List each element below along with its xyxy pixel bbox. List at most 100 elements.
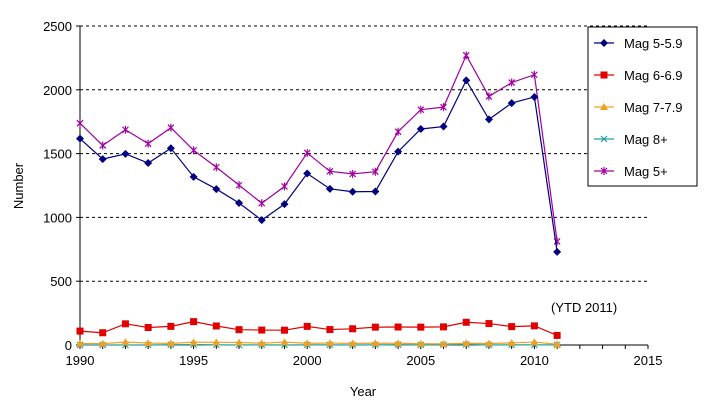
grid-lines — [80, 25, 648, 282]
x-axis-title: Year — [350, 384, 377, 399]
data-point — [235, 181, 243, 190]
data-point — [167, 123, 175, 132]
data-point — [507, 338, 516, 346]
data-point — [76, 327, 84, 335]
data-point — [348, 187, 357, 196]
data-point — [166, 339, 175, 347]
legend-item: Mag 5-5.9 — [594, 36, 683, 51]
data-point — [76, 119, 84, 128]
legend-label: Mag 5-5.9 — [624, 36, 683, 51]
data-point — [99, 329, 107, 337]
data-point — [485, 92, 493, 101]
data-point — [280, 338, 289, 346]
data-point — [257, 216, 266, 225]
data-point — [235, 198, 244, 207]
legend-label: Mag 7-7.9 — [624, 100, 683, 115]
data-point — [303, 339, 312, 347]
data-point — [484, 339, 493, 347]
x-tick-label: 2010 — [520, 353, 549, 368]
data-point — [325, 339, 334, 347]
data-point — [417, 323, 425, 331]
data-point — [326, 167, 334, 176]
data-point — [508, 78, 516, 87]
data-point — [303, 148, 311, 157]
data-point — [121, 338, 130, 346]
legend-label: Mag 8+ — [624, 132, 668, 147]
data-point — [303, 169, 312, 178]
data-point — [280, 200, 289, 209]
legend-marker — [600, 167, 608, 175]
data-point — [485, 320, 493, 328]
data-point — [394, 339, 403, 347]
data-point — [462, 76, 471, 85]
y-axis-title: Number — [11, 162, 26, 209]
data-point — [484, 115, 493, 124]
data-point — [76, 339, 84, 347]
series-line — [79, 79, 558, 252]
data-point — [258, 326, 266, 334]
data-point — [144, 324, 152, 332]
data-point — [348, 339, 357, 347]
data-point — [99, 141, 107, 150]
data-point — [416, 339, 425, 347]
tick-labels: 0 500 1000 1500 2000 2500 1990 1995 2000 2005 2010… — [43, 19, 662, 368]
data-point — [530, 338, 539, 346]
data-point — [371, 339, 380, 347]
legend-marker — [600, 71, 608, 79]
series-mag-5 — [76, 51, 561, 246]
data-point — [98, 155, 107, 164]
data-point — [235, 326, 243, 334]
data-point — [212, 338, 221, 346]
legend-item: Mag 6-6.9 — [594, 68, 683, 83]
y-tick-label: 500 — [50, 274, 72, 289]
data-point — [235, 338, 244, 346]
x-tick-label: 2015 — [634, 353, 663, 368]
data-point — [325, 184, 334, 193]
data-point — [190, 318, 198, 326]
series-line — [79, 53, 558, 242]
data-point — [121, 320, 129, 328]
y-tick-label: 1500 — [43, 147, 72, 162]
data-point — [303, 322, 311, 330]
data-point — [281, 182, 288, 191]
data-point — [394, 323, 402, 331]
data-point — [326, 326, 334, 334]
data-point — [394, 147, 403, 156]
data-point — [507, 99, 516, 108]
y-tick-label: 2500 — [43, 19, 72, 34]
legend-marker — [600, 39, 608, 47]
x-tick-label: 2000 — [293, 353, 322, 368]
data-point — [190, 146, 198, 155]
data-point — [417, 105, 425, 114]
data-point — [98, 339, 107, 347]
data-point — [144, 139, 152, 148]
data-point — [122, 125, 129, 134]
data-point — [530, 322, 538, 330]
data-point — [280, 326, 288, 334]
series-line — [79, 321, 558, 336]
legend-marker — [600, 103, 608, 110]
data-point — [76, 134, 84, 143]
data-point — [440, 103, 447, 112]
legend-item: Mag 5+ — [594, 164, 668, 179]
data-point — [212, 322, 220, 330]
y-tick-label: 0 — [65, 338, 72, 353]
data-point — [121, 149, 130, 158]
x-tick-label: 1995 — [179, 353, 208, 368]
data-point — [258, 199, 266, 208]
ytd-annotation: (YTD 2011) — [551, 300, 617, 315]
data-point — [212, 185, 221, 194]
x-tick-label: 2005 — [406, 353, 435, 368]
data-point — [144, 159, 153, 168]
data-point — [530, 92, 539, 101]
data-point — [166, 144, 175, 153]
data-point — [189, 338, 198, 346]
data-point — [440, 323, 448, 331]
data-point — [371, 187, 380, 196]
data-point — [439, 122, 448, 131]
series-mag-5-5-9 — [76, 76, 562, 256]
data-point — [462, 339, 471, 347]
data-point — [553, 331, 561, 339]
data-point — [553, 340, 562, 348]
